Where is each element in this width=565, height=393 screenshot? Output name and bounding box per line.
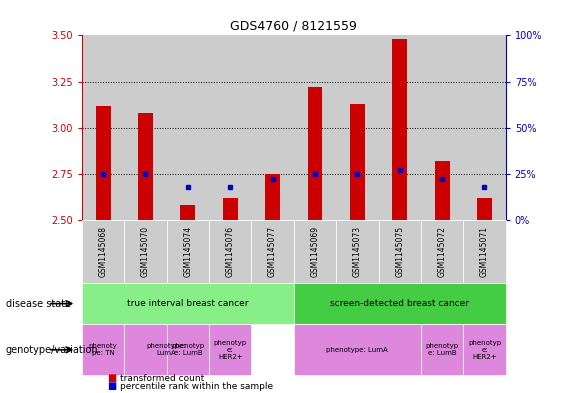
Text: phenotype: LumA: phenotype: LumA: [327, 347, 388, 353]
Text: phenotyp
e:
HER2+: phenotyp e: HER2+: [214, 340, 247, 360]
Bar: [180, 205, 195, 220]
Text: transformed count: transformed count: [120, 374, 204, 383]
Text: GSM1145069: GSM1145069: [311, 226, 319, 277]
Text: disease state: disease state: [6, 299, 71, 309]
Bar: [95, 106, 111, 220]
Text: phenotype:
LumA: phenotype: LumA: [147, 343, 186, 356]
Bar: [307, 87, 323, 220]
Text: phenotyp
e: LumB: phenotyp e: LumB: [425, 343, 459, 356]
Text: GSM1145070: GSM1145070: [141, 226, 150, 277]
Bar: [477, 198, 492, 220]
Text: GSM1145071: GSM1145071: [480, 226, 489, 277]
Bar: [251, 35, 294, 220]
Bar: [336, 35, 379, 220]
Bar: [209, 35, 251, 220]
Bar: [167, 35, 209, 220]
Bar: [392, 39, 407, 220]
Text: true interval breast cancer: true interval breast cancer: [127, 299, 249, 308]
Text: phenotyp
e: LumB: phenotyp e: LumB: [171, 343, 205, 356]
Bar: [421, 35, 463, 220]
Text: GSM1145072: GSM1145072: [438, 226, 446, 277]
Text: GSM1145073: GSM1145073: [353, 226, 362, 277]
Text: GSM1145074: GSM1145074: [184, 226, 192, 277]
Bar: [265, 174, 280, 220]
Bar: [124, 35, 167, 220]
Text: GSM1145075: GSM1145075: [396, 226, 404, 277]
Bar: [223, 198, 238, 220]
Bar: [82, 35, 124, 220]
Text: ■: ■: [107, 381, 116, 391]
Text: genotype/variation: genotype/variation: [6, 345, 98, 355]
Bar: [138, 113, 153, 220]
Text: percentile rank within the sample: percentile rank within the sample: [120, 382, 273, 391]
Text: phenotyp
e:
HER2+: phenotyp e: HER2+: [468, 340, 501, 360]
Bar: [434, 161, 450, 220]
Bar: [463, 35, 506, 220]
Title: GDS4760 / 8121559: GDS4760 / 8121559: [231, 20, 357, 33]
Bar: [350, 104, 365, 220]
Bar: [294, 35, 336, 220]
Text: GSM1145068: GSM1145068: [99, 226, 107, 277]
Text: ■: ■: [107, 373, 116, 384]
Bar: [379, 35, 421, 220]
Text: GSM1145077: GSM1145077: [268, 226, 277, 277]
Text: screen-detected breast cancer: screen-detected breast cancer: [330, 299, 470, 308]
Text: phenoty
pe: TN: phenoty pe: TN: [89, 343, 118, 356]
Text: GSM1145076: GSM1145076: [226, 226, 234, 277]
